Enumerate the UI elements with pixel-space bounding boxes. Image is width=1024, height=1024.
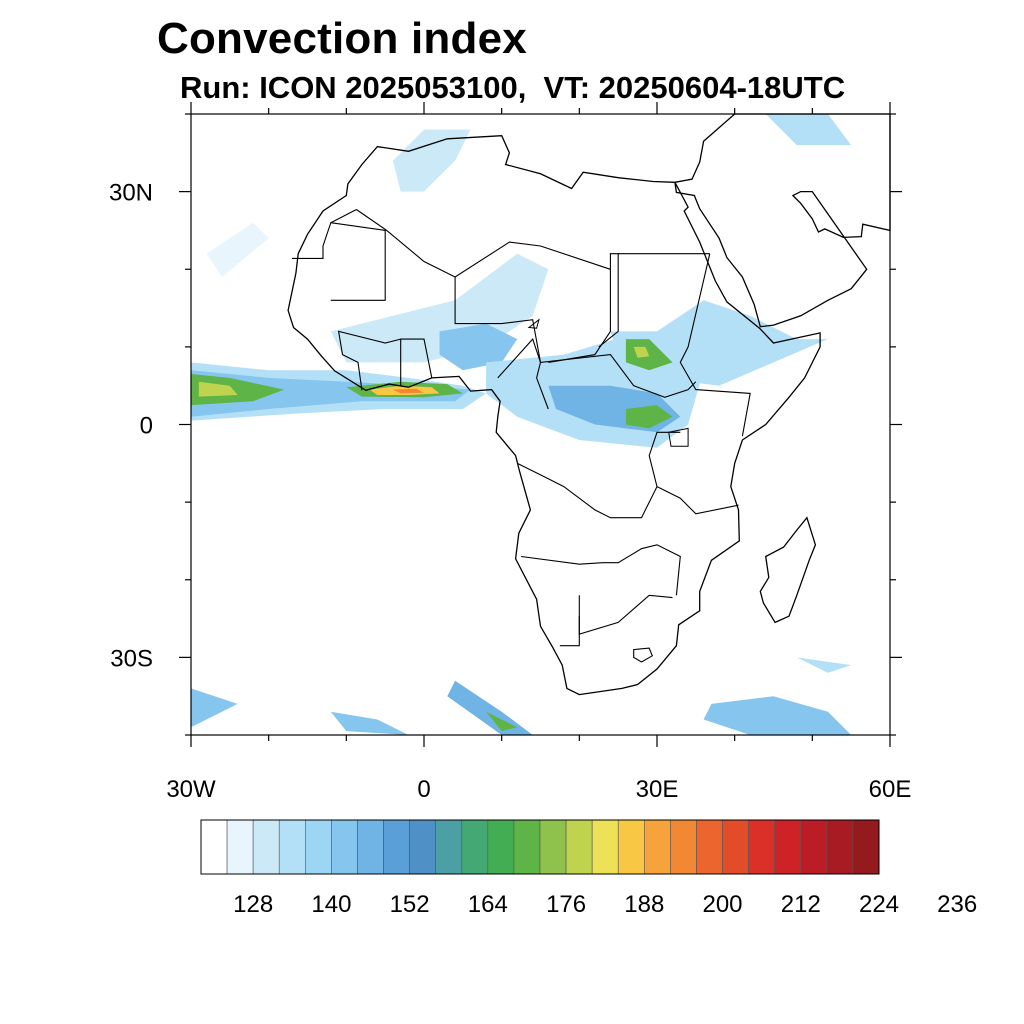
y-tick-label: 30S (110, 645, 153, 672)
chart-subtitle: Run: ICON 2025053100, VT: 20250604-18UTC (180, 70, 846, 105)
y-tick-label: 30N (109, 180, 153, 207)
convection-field (191, 114, 852, 735)
country-border (633, 647, 653, 663)
colorbar-frame (200, 819, 880, 875)
country-border (292, 209, 357, 259)
colorbar-swatch (826, 819, 854, 875)
colorbar-swatch (644, 819, 671, 875)
convection-area (392, 129, 471, 192)
colorbar-label: 152 (390, 891, 430, 918)
convection-area (191, 370, 471, 417)
colorbar-swatch (774, 819, 802, 875)
colorbar-swatch (722, 819, 749, 875)
colorbar-swatch (278, 819, 306, 875)
colorbar-swatch (226, 819, 254, 875)
colorbar-swatch (670, 819, 697, 875)
coastline-borders (287, 113, 891, 696)
country-border (598, 253, 619, 348)
colorbar-swatch (513, 819, 541, 875)
colorbar-label: 176 (546, 891, 586, 918)
x-tick-label: 0 (417, 776, 430, 803)
convection-area (703, 696, 852, 735)
colorbar-label: 128 (233, 891, 273, 918)
axis-ticks: 30W 0 30E 60E 30N 0 30S (109, 102, 911, 803)
colorbar-label: 140 (311, 891, 351, 918)
convection-area (191, 688, 238, 728)
convection-area (392, 388, 424, 394)
colorbar-swatch (852, 819, 880, 875)
colorbar-label: 224 (859, 891, 899, 918)
colorbar-swatch (617, 819, 645, 875)
x-tick-label: 60E (869, 776, 912, 803)
lake-outline (668, 427, 689, 447)
colorbar-swatch (539, 819, 567, 875)
convection-area (447, 680, 533, 735)
country-border (400, 338, 433, 386)
country-border (521, 544, 681, 596)
country-border (516, 462, 658, 519)
colorbar-swatch (565, 819, 593, 875)
convection-area (633, 346, 650, 358)
country-border (648, 431, 739, 515)
y-tick-label: 0 (140, 413, 153, 440)
convection-area (191, 374, 285, 406)
colorbar-swatch (487, 819, 515, 875)
colorbar-label: 200 (702, 891, 742, 918)
colorbar-swatch (748, 819, 775, 875)
colorbar-swatch (409, 819, 436, 875)
colorbar: 128 140 152 164 176 188 200 212 224 236 (200, 819, 977, 918)
colorbar-swatch (461, 819, 489, 875)
convection-area (198, 381, 238, 397)
coastline (674, 113, 891, 328)
convection-area (625, 405, 673, 429)
colorbar-swatch (696, 819, 723, 875)
convection-area (330, 711, 409, 735)
x-tick-label: 30W (166, 776, 216, 803)
colorbar-label: 188 (624, 891, 664, 918)
colorbar-swatch (252, 819, 280, 875)
country-border (548, 269, 611, 363)
colorbar-label: 236 (937, 891, 977, 918)
coastline (287, 135, 821, 696)
convection-area (439, 323, 518, 371)
chart-title: Convection index (157, 14, 527, 63)
colorbar-swatch (200, 819, 228, 875)
convection-area (625, 339, 673, 371)
colorbar-swatch (591, 819, 619, 875)
colorbar-swatch (435, 819, 463, 875)
colorbar-swatch (800, 819, 828, 875)
country-border (337, 330, 401, 391)
country-border (578, 594, 673, 635)
x-tick-label: 30E (636, 776, 679, 803)
convection-area (796, 657, 852, 673)
convection-area (765, 114, 852, 146)
convection-area (206, 222, 269, 277)
country-border (679, 253, 751, 437)
colorbar-swatch (305, 819, 332, 875)
colorbar-swatch (383, 819, 410, 875)
colorbar-swatch (331, 819, 358, 875)
country-border (330, 222, 386, 301)
convection-area (486, 711, 518, 732)
colorbar-swatch (357, 819, 384, 875)
lake-outline (527, 318, 540, 329)
colorbar-label: 212 (781, 891, 821, 918)
coastline (759, 516, 817, 624)
country-border (356, 209, 710, 278)
country-border (559, 616, 580, 647)
country-border (497, 338, 697, 398)
country-border (454, 277, 549, 410)
colorbar-label: 164 (468, 891, 508, 918)
